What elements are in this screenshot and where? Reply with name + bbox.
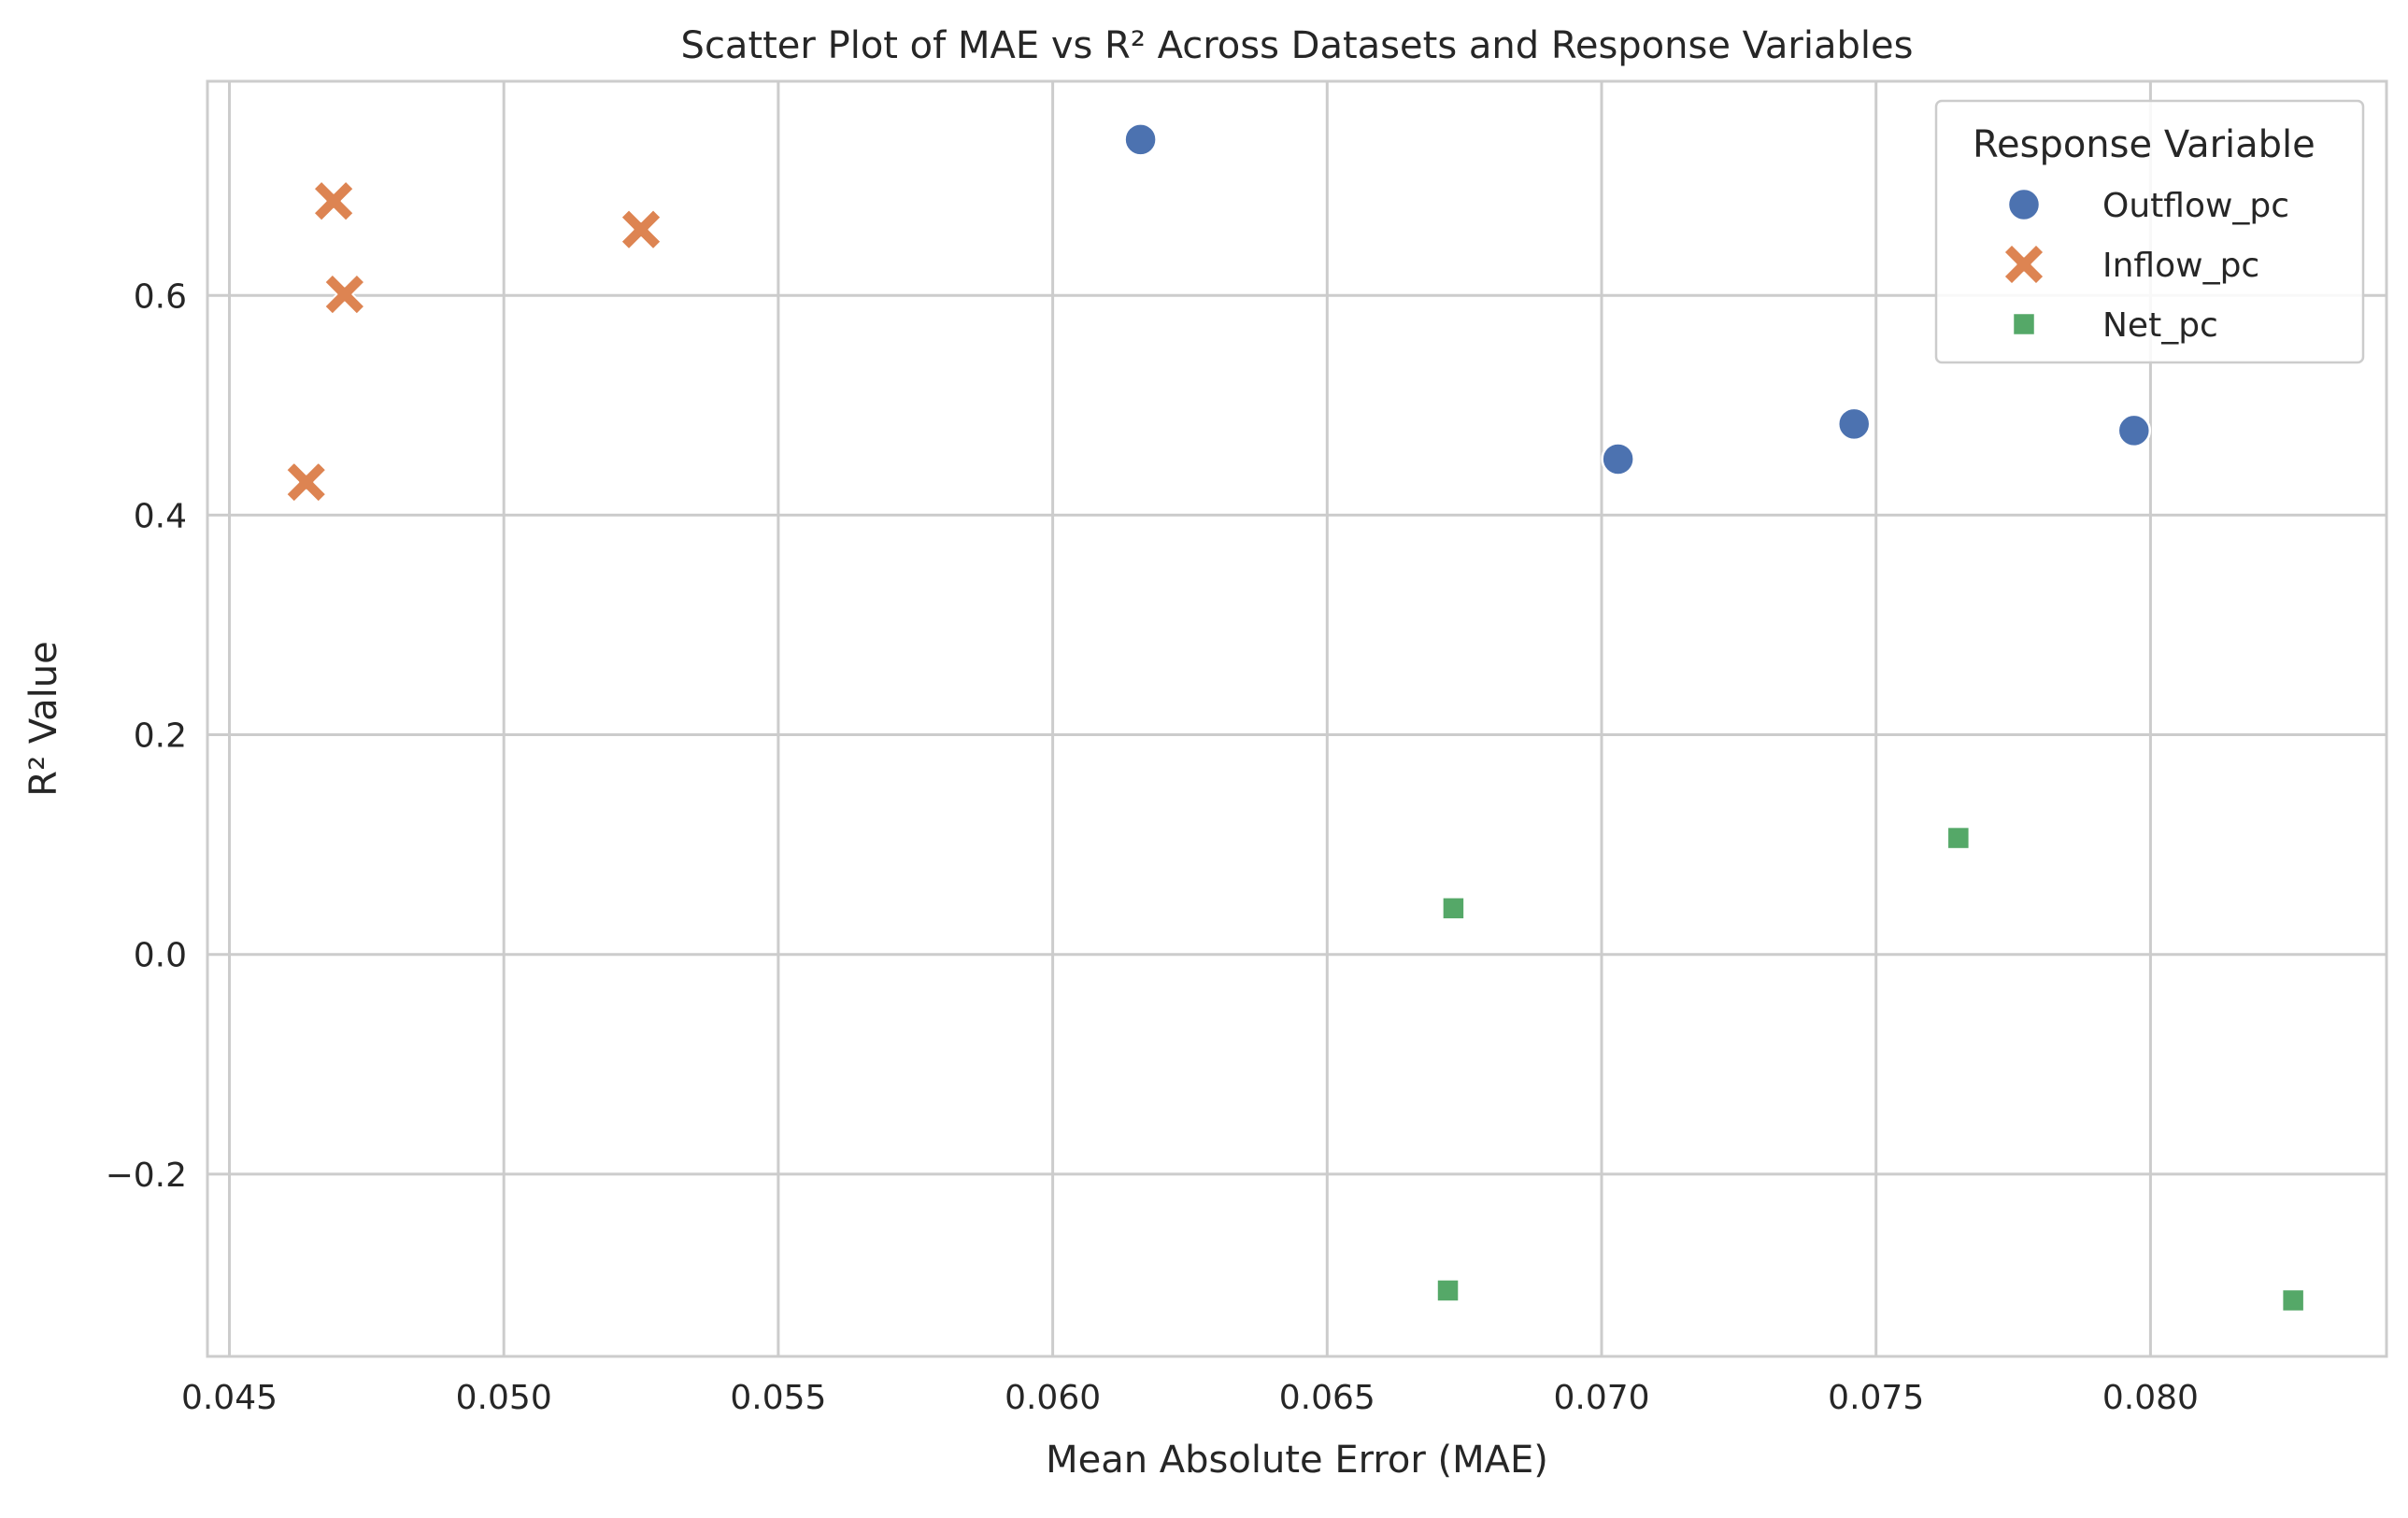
legend-box [1934, 99, 2365, 364]
data-point [1946, 826, 1971, 850]
y-tick-label: 0.0 [134, 937, 187, 975]
data-point [312, 179, 355, 222]
x-tick-label: 0.080 [2102, 1379, 2199, 1417]
x-tick-label: 0.045 [181, 1379, 278, 1417]
y-tick-label: 0.6 [134, 277, 187, 316]
series-net-pc [1436, 826, 2305, 1312]
x-tick-label: 0.075 [1828, 1379, 1924, 1417]
x-tick-label: 0.060 [1005, 1379, 1101, 1417]
data-point [1123, 122, 1158, 157]
data-point [1601, 442, 1635, 476]
data-point [1442, 897, 1465, 920]
chart-title: Scatter Plot of MAE vs R² Across Dataset… [681, 24, 1914, 67]
x-tick-label: 0.050 [456, 1379, 552, 1417]
plot-area [206, 79, 2388, 1358]
legend: Response Variable Outflow_pc Inflow_pc Net… [1934, 99, 2365, 364]
data-point [2281, 1288, 2305, 1312]
legend-item-outflow-pc: Outflow_pc [2006, 187, 2289, 225]
y-axis-label: R² Value [22, 641, 65, 796]
data-point [2116, 413, 2152, 448]
data-point [620, 208, 663, 251]
y-tick-label: −0.2 [106, 1156, 187, 1195]
legend-label: Net_pc [2102, 306, 2218, 345]
legend-marker [2002, 243, 2045, 286]
legend-items: Outflow_pc Inflow_pc Net_pc [2002, 187, 2289, 345]
series-outflow-pc [1123, 122, 2152, 476]
legend-title: Response Variable [1973, 123, 2315, 166]
y-tick-label: 0.2 [134, 717, 187, 756]
y-tick-label: 0.4 [134, 497, 187, 535]
x-tick-label: 0.055 [730, 1379, 826, 1417]
legend-item-net-pc: Net_pc [2012, 306, 2218, 345]
data-point [323, 273, 366, 316]
legend-label: Outflow_pc [2102, 187, 2289, 225]
legend-item-inflow-pc: Inflow_pc [2002, 243, 2259, 286]
legend-label: Inflow_pc [2102, 247, 2259, 285]
series-inflow-pc [285, 179, 663, 504]
x-axis-label: Mean Absolute Error (MAE) [1046, 1439, 1548, 1482]
data-point [1836, 406, 1872, 442]
data-points [285, 122, 2305, 1312]
data-point [285, 461, 328, 504]
legend-marker [2012, 312, 2036, 336]
y-axis-ticks: −0.2 0.0 0.2 0.4 0.6 [106, 277, 187, 1195]
x-axis-ticks: 0.045 0.050 0.055 0.060 0.065 0.070 0.075 0.080 [181, 1379, 2199, 1417]
data-point [1436, 1279, 1460, 1302]
legend-marker [2006, 187, 2042, 222]
x-tick-label: 0.070 [1553, 1379, 1649, 1417]
x-tick-label: 0.065 [1279, 1379, 1375, 1417]
